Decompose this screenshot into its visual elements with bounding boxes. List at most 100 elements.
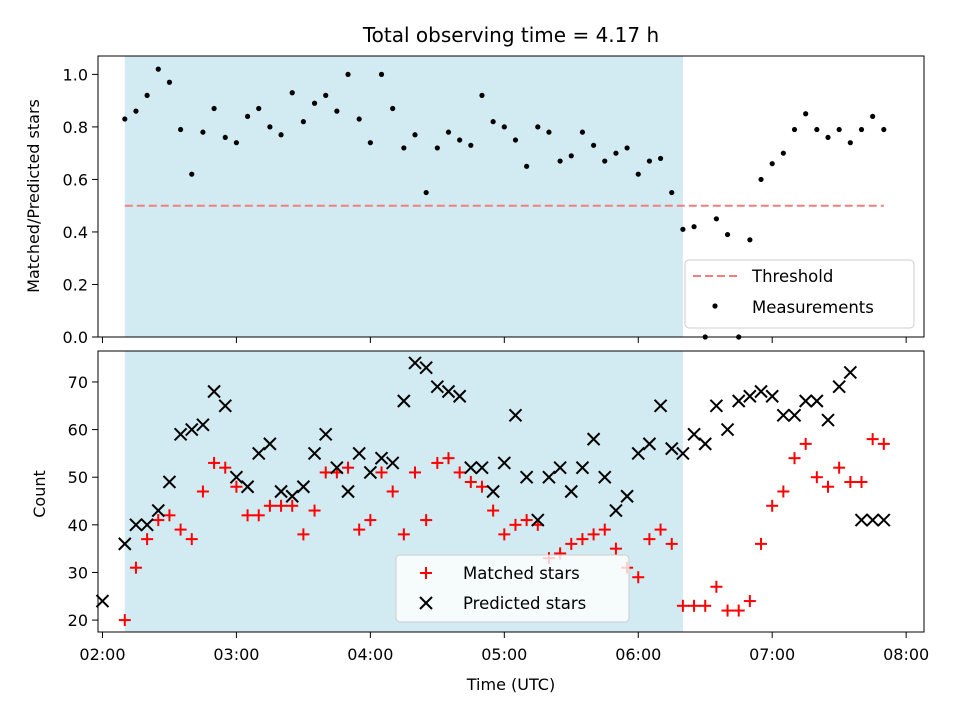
predicted-star-point — [508, 408, 523, 423]
y-tick-label: 0.0 — [63, 328, 88, 347]
matched-star-point — [509, 518, 522, 531]
measurement-point — [780, 150, 786, 156]
matched-star-point — [230, 480, 243, 493]
matched-star-point — [297, 528, 310, 541]
measurement-point — [323, 92, 329, 98]
matched-star-point — [833, 461, 846, 474]
matched-star-point — [397, 528, 410, 541]
matched-star-point — [375, 466, 388, 479]
matched-star-point — [498, 528, 511, 541]
predicted-star-point — [698, 437, 712, 451]
matched-star-point — [822, 480, 835, 493]
legend-predicted-swatch — [419, 596, 433, 610]
predicted-star-point — [419, 360, 433, 375]
measurement-point — [133, 108, 139, 114]
measurement-point — [791, 126, 798, 133]
predicted-star-point — [553, 460, 567, 475]
measurement-point — [378, 71, 385, 77]
matched-star-point — [252, 509, 265, 522]
x-tick-label: 04:00 — [347, 645, 393, 664]
predicted-star-point — [363, 465, 378, 480]
predicted-star-point — [173, 427, 188, 442]
matched-star-point — [576, 533, 589, 546]
predicted-star-point — [575, 460, 590, 475]
predicted-star-point — [207, 384, 221, 399]
matched-star-point — [810, 471, 823, 484]
bottom-x-axis-label: Time (UTC) — [466, 675, 555, 694]
matched-star-point — [643, 533, 656, 546]
measurement-point — [412, 132, 418, 138]
top-panel: 0.0 0.2 0.4 0.6 0.8 1.0 Total observing time … — [24, 23, 925, 347]
matched-star-point — [409, 466, 422, 479]
top-y-axis-label: Matched/Predicted stars — [24, 99, 43, 293]
matched-star-point — [755, 537, 768, 550]
matched-star-point — [118, 614, 131, 627]
measurement-point — [568, 153, 574, 159]
x-tick-label: 02:00 — [79, 645, 125, 664]
predicted-star-point — [263, 437, 277, 451]
top-axes-frame — [97, 55, 925, 338]
matched-star-point — [286, 499, 299, 512]
predicted-star-point — [140, 518, 154, 532]
predicted-star-point — [252, 446, 266, 461]
matched-star-point — [453, 466, 466, 479]
predicted-star-point — [374, 451, 389, 465]
matched-star-point — [319, 466, 332, 479]
legend-threshold-label: Threshold — [751, 267, 833, 286]
measurement-point — [836, 126, 842, 133]
y-tick-label: 0.8 — [63, 118, 88, 137]
matched-star-point — [866, 433, 879, 446]
predicted-star-point — [497, 456, 512, 470]
predicted-star-point — [162, 475, 177, 489]
predicted-star-point — [229, 470, 244, 484]
measurement-point — [356, 116, 362, 122]
measurement-point — [311, 100, 318, 106]
legend-matched-swatch — [420, 567, 432, 579]
predicted-star-point — [397, 394, 411, 408]
measurement-point — [635, 171, 641, 177]
measurement-point — [457, 137, 463, 143]
matched-star-point — [241, 509, 254, 522]
observing-window-shade — [124, 56, 683, 337]
matched-star-point — [129, 561, 142, 574]
matched-star-point — [665, 537, 678, 550]
measurement-point — [468, 142, 474, 148]
predicted-star-point — [196, 418, 210, 432]
predicted-star-point — [240, 480, 255, 494]
measurement-point — [691, 224, 697, 230]
measurement-point — [278, 132, 284, 138]
bottom-panel: 20 30 40 50 60 70 02:00 03:00 04:00 05:00 06:00 07… — [30, 350, 929, 694]
x-tick-label: 06:00 — [615, 645, 661, 664]
predicted-star-point — [653, 399, 668, 413]
x-tick-label: 05:00 — [481, 645, 527, 664]
y-tick-label: 70 — [68, 373, 88, 392]
measurement-point — [546, 129, 552, 135]
y-tick-label: 1.0 — [63, 65, 88, 84]
measurement-point — [178, 126, 184, 133]
predicted-star-point — [821, 413, 835, 427]
matched-star-point — [475, 480, 488, 493]
predicted-star-point — [787, 408, 802, 423]
predicted-star-point — [129, 518, 143, 532]
matched-star-point — [855, 475, 868, 488]
predicted-star-point — [408, 356, 422, 370]
legend-predicted-label: Predicted stars — [463, 594, 586, 613]
matched-star-point — [141, 533, 154, 546]
predicted-star-point — [441, 384, 456, 399]
predicted-star-point — [319, 427, 333, 442]
top-legend: Threshold Measurements — [684, 259, 915, 329]
predicted-star-point — [877, 513, 891, 527]
y-tick-label: 50 — [68, 468, 88, 487]
matched-star-point — [185, 533, 198, 546]
predicted-star-point — [665, 441, 679, 456]
x-tick-label: 03:00 — [213, 645, 259, 664]
predicted-star-point — [542, 470, 556, 484]
predicted-star-point — [475, 460, 489, 475]
measurement-point — [144, 92, 150, 98]
measurement-point — [747, 237, 753, 243]
measurement-point — [233, 140, 240, 146]
measurement-point — [713, 216, 719, 222]
y-tick-label: 0.4 — [63, 223, 88, 242]
matched-star-point — [364, 514, 377, 527]
measurement-point — [434, 145, 440, 151]
